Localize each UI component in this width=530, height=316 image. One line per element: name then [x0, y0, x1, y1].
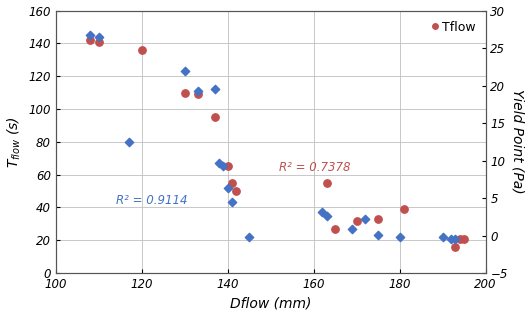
- Point: [451, 244, 460, 249]
- Point: [232, 188, 241, 193]
- Point: [181, 90, 189, 95]
- Y-axis label: $T_{flow}$ (s): $T_{flow}$ (s): [5, 116, 23, 168]
- Point: [438, 234, 447, 240]
- Legend: Tflow: Tflow: [428, 17, 479, 37]
- Text: R² = 0.7378: R² = 0.7378: [279, 161, 351, 174]
- Point: [447, 236, 455, 241]
- Point: [455, 236, 464, 241]
- Point: [374, 216, 382, 222]
- Point: [451, 236, 460, 241]
- Point: [245, 234, 253, 240]
- Point: [460, 236, 469, 241]
- Point: [224, 185, 232, 190]
- Point: [210, 115, 219, 120]
- Point: [224, 164, 232, 169]
- Point: [193, 92, 202, 97]
- Point: [374, 233, 382, 238]
- Point: [395, 234, 404, 240]
- Point: [322, 180, 331, 185]
- Point: [331, 226, 339, 231]
- Point: [228, 180, 236, 185]
- Point: [322, 213, 331, 218]
- Point: [94, 34, 103, 39]
- Point: [400, 207, 408, 212]
- Y-axis label: Yield Point (Pa): Yield Point (Pa): [510, 89, 525, 194]
- Point: [361, 216, 369, 222]
- Point: [86, 33, 94, 38]
- Text: R² = 0.9114: R² = 0.9114: [116, 194, 188, 207]
- Point: [210, 87, 219, 92]
- Point: [193, 88, 202, 94]
- Point: [138, 47, 146, 52]
- Point: [86, 38, 94, 43]
- Point: [125, 139, 133, 144]
- X-axis label: Dflow (mm): Dflow (mm): [230, 296, 312, 310]
- Point: [181, 69, 189, 74]
- Point: [219, 164, 228, 169]
- Point: [348, 226, 357, 231]
- Point: [352, 218, 361, 223]
- Point: [215, 161, 223, 166]
- Point: [94, 39, 103, 44]
- Point: [318, 210, 326, 215]
- Point: [228, 200, 236, 205]
